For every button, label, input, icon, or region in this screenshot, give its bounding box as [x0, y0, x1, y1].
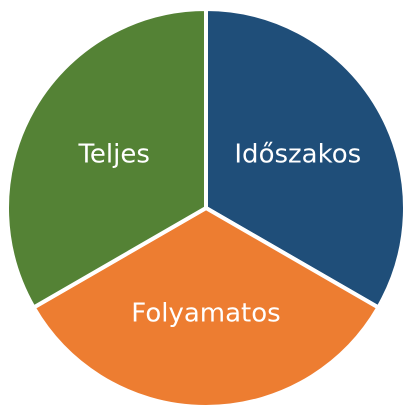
pie-slice [5, 7, 208, 310]
slice-label: Időszakos [234, 140, 361, 170]
slice-label: Teljes [77, 140, 149, 170]
pie-slice [31, 206, 381, 408]
slice-label: Folyamatos [131, 299, 280, 329]
pie-slice [204, 7, 406, 310]
